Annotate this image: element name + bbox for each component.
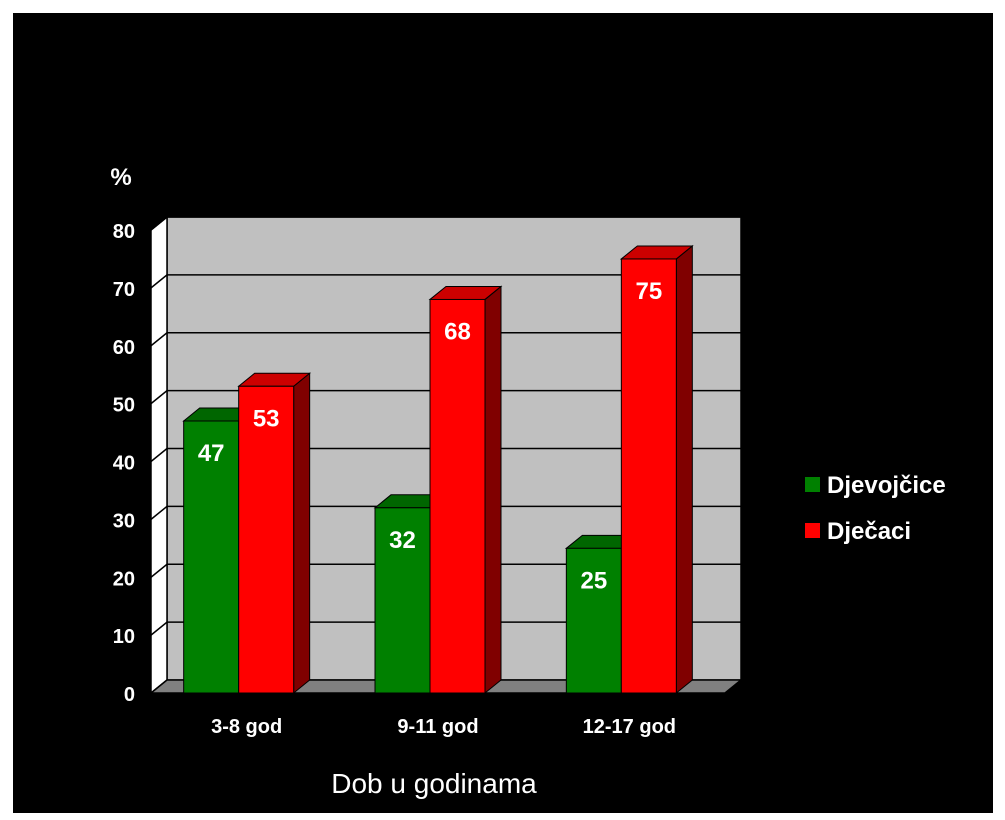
- bar-dječaci-1: 68: [428, 285, 503, 695]
- bar-side: [293, 372, 311, 695]
- y-tick-label: 30: [113, 510, 135, 532]
- x-tick-label: 3-8 god: [211, 716, 282, 738]
- x-axis-label: Dob u godinama: [331, 768, 537, 799]
- gridline: [150, 447, 741, 463]
- x-tick-label: 12-17 god: [583, 716, 676, 738]
- bar-front: [565, 547, 622, 694]
- bar-chart: 47 53 32 68 25 75 0 10 20 30 40 50 60 70 80 3-8 god 9-…: [110, 164, 946, 799]
- data-label: 32: [389, 527, 416, 554]
- y-tick-label: 80: [113, 221, 135, 243]
- legend-swatch-1: [805, 523, 820, 538]
- bar-dječaci-0: 53: [237, 372, 312, 695]
- bar-front: [183, 420, 240, 694]
- y-tick-label: 10: [113, 626, 135, 648]
- y-tick-label: 0: [124, 684, 135, 706]
- data-label: 68: [444, 318, 471, 345]
- gridline: [150, 274, 741, 289]
- bar-dječaci-2: 75: [619, 244, 694, 695]
- bars: 47 53 32 68 25 75: [182, 244, 694, 695]
- gridline: [150, 216, 741, 231]
- bar-front: [238, 385, 295, 694]
- legend-label-1: Dječaci: [827, 518, 911, 545]
- bar-front: [620, 258, 677, 694]
- data-label: 53: [253, 405, 280, 432]
- legend-label-0: Djevojčice: [827, 472, 946, 499]
- x-tick-label: 9-11 god: [397, 716, 478, 738]
- x-tick-labels: 3-8 god 9-11 god 12-17 god: [211, 716, 676, 738]
- bar-side: [484, 285, 502, 695]
- gridline: [150, 563, 741, 578]
- y-tick-label: 20: [113, 568, 135, 590]
- bar-side: [675, 244, 693, 695]
- legend-swatch-0: [805, 477, 820, 492]
- data-label: 75: [635, 278, 662, 305]
- y-tick-labels: 0 10 20 30 40 50 60 70 80: [113, 221, 135, 706]
- bar-djevojčice-0: 47: [182, 406, 257, 695]
- gridline: [150, 505, 741, 520]
- gridline: [150, 332, 741, 347]
- bar-front: [374, 507, 431, 694]
- data-label: 25: [580, 567, 607, 594]
- y-tick-label: 60: [113, 337, 135, 359]
- legend: Djevojčice Dječaci: [805, 472, 946, 545]
- chart-canvas: 47 53 32 68 25 75 0 10 20 30 40 50 60 70 80 3-8 god 9-…: [13, 13, 993, 813]
- y-tick-label: 70: [113, 279, 135, 301]
- y-tick-label: 40: [113, 453, 135, 475]
- y-axis-label: %: [110, 164, 131, 191]
- bar-front: [429, 298, 486, 694]
- data-label: 47: [198, 440, 225, 467]
- y-tick-label: 50: [113, 395, 135, 417]
- gridlines: [145, 216, 741, 694]
- gridline: [150, 621, 741, 636]
- gridline: [150, 389, 741, 405]
